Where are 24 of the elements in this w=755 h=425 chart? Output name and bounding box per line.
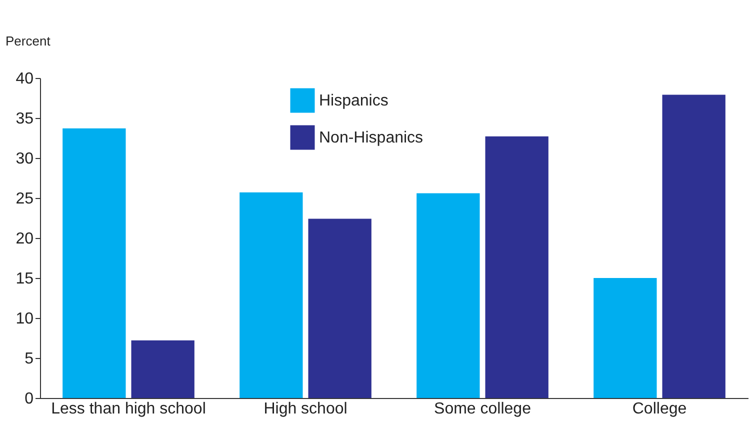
bar [416, 193, 480, 398]
y-tick-label: 0 [24, 390, 34, 408]
x-tick-label: Some college [434, 400, 532, 418]
bar [662, 94, 726, 398]
y-tick-label: 25 [16, 190, 34, 208]
y-axis-title: Percent [6, 34, 51, 48]
x-tick-label: Less than high school [51, 400, 206, 418]
y-tick-label: 10 [16, 310, 34, 328]
y-tick-label: 5 [24, 350, 34, 368]
bar [240, 192, 303, 398]
y-tick-label: 15 [16, 270, 34, 288]
x-tick-label: College [632, 400, 687, 418]
y-tick-label: 35 [16, 110, 34, 128]
y-tick-label: 40 [16, 70, 34, 88]
legend-label: Non-Hispanics [319, 130, 424, 146]
y-tick-label: 30 [16, 150, 34, 168]
y-tick-label: 20 [16, 230, 34, 248]
bar [594, 278, 657, 398]
legend-label: Hispanics [319, 92, 388, 110]
x-tick-label: High school [264, 400, 348, 418]
bar [62, 128, 126, 398]
bar [308, 218, 372, 398]
bar [485, 136, 548, 398]
bar [131, 340, 194, 398]
